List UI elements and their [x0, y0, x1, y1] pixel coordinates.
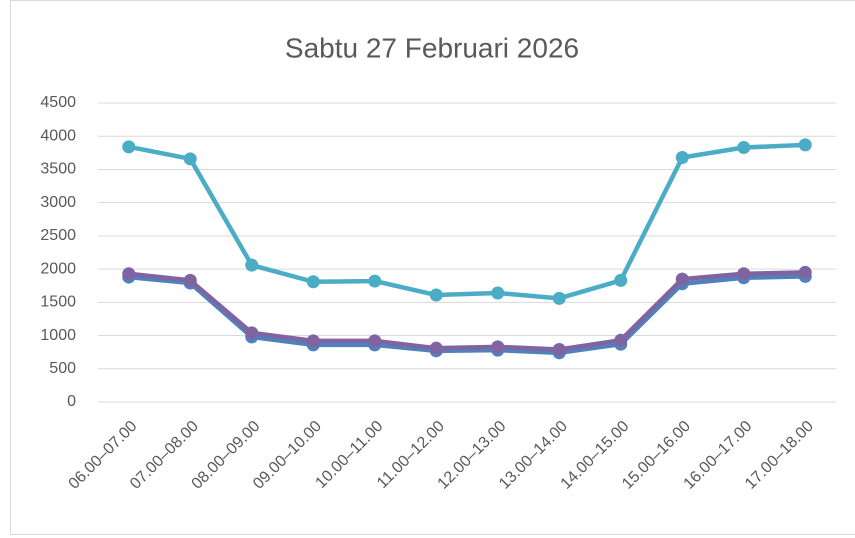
- series-line: [128, 270, 806, 352]
- point: [614, 273, 628, 287]
- y-tick-label: 4500: [40, 94, 76, 111]
- y-tick-label: 1000: [40, 327, 76, 344]
- point: [306, 334, 320, 348]
- point: [122, 140, 136, 154]
- y-tick-label: 0: [67, 393, 76, 410]
- y-tick-label: 1500: [40, 294, 76, 311]
- y-tick-label: 2000: [40, 260, 76, 277]
- point: [122, 267, 136, 281]
- point: [798, 265, 812, 279]
- y-tick-label: 3000: [40, 194, 76, 211]
- point: [491, 340, 505, 354]
- point: [614, 333, 628, 347]
- point: [183, 152, 197, 166]
- point: [737, 267, 751, 281]
- point: [429, 341, 443, 355]
- point: [798, 138, 812, 152]
- y-tick-label: 4000: [40, 127, 76, 144]
- series-line: [128, 274, 806, 356]
- point: [491, 286, 505, 300]
- chart-title: Sabtu 27 Februari 2026: [285, 32, 579, 63]
- point: [737, 141, 751, 155]
- point: [675, 150, 689, 164]
- point: [368, 274, 382, 288]
- point: [675, 272, 689, 286]
- point: [306, 275, 320, 289]
- chart-frame: [10, 0, 855, 535]
- y-tick-label: 3500: [40, 161, 76, 178]
- point: [245, 326, 259, 340]
- series-line: [128, 142, 806, 301]
- point: [183, 273, 197, 287]
- point: [552, 343, 566, 357]
- y-tick-label: 500: [49, 360, 76, 377]
- point: [429, 288, 443, 302]
- point: [245, 258, 259, 272]
- point: [368, 334, 382, 348]
- y-tick-label: 2500: [40, 227, 76, 244]
- point: [552, 291, 566, 305]
